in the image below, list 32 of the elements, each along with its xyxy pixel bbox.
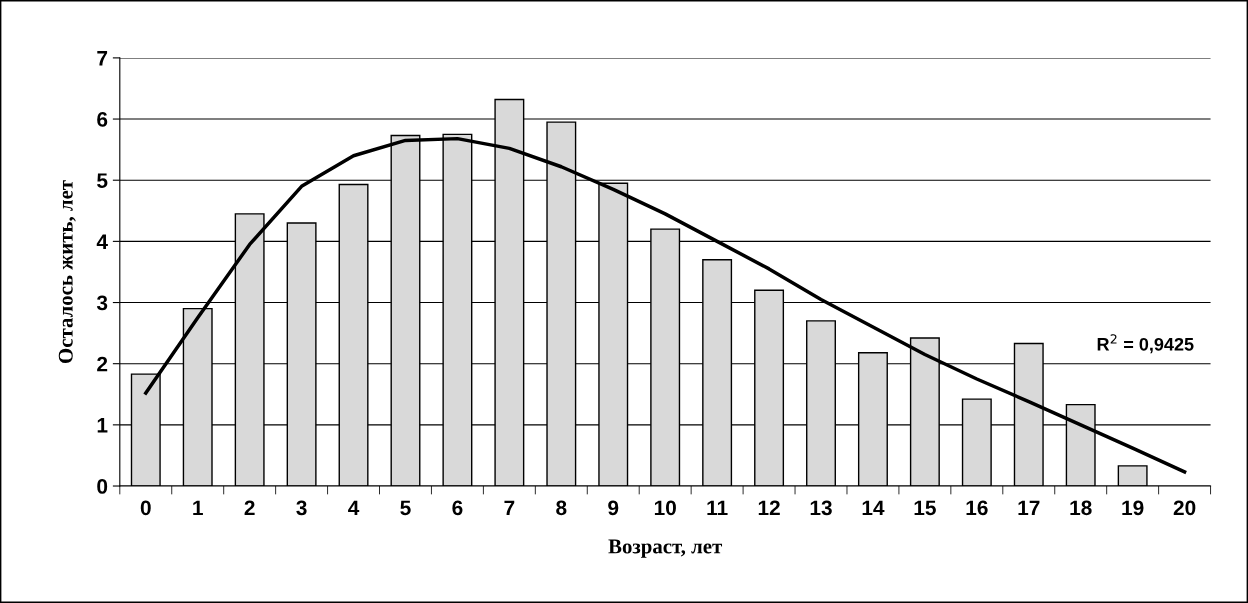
x-tick-label: 15 (914, 500, 936, 516)
x-tick-label: 19 (1122, 500, 1144, 516)
x-tick-label: 9 (608, 500, 619, 516)
x-tick-label: 14 (862, 500, 885, 515)
y-tick-label: 7 (97, 51, 108, 66)
y-axis-title: Осталось жить, лет (58, 180, 76, 363)
x-tick-label: 20 (1173, 500, 1196, 516)
x-tick-label: 1 (193, 500, 203, 515)
x-tick-label: 2 (244, 500, 255, 515)
x-tick-label: 6 (452, 500, 463, 516)
y-tick-label: 0 (97, 479, 108, 494)
y-tick-label: 4 (96, 234, 108, 249)
x-tick-label: 10 (654, 500, 676, 516)
x-tick-label: 16 (966, 500, 988, 516)
x-tick-label: 18 (1070, 500, 1092, 516)
x-tick-label: 8 (556, 500, 567, 516)
x-tick-label: 7 (504, 500, 515, 515)
x-tick-label: 5 (400, 500, 411, 516)
y-tick-label: 1 (97, 418, 108, 433)
x-tick-label: 12 (758, 500, 780, 515)
x-tick-label: 11 (707, 500, 728, 515)
x-tick-label: 4 (348, 500, 360, 515)
x-tick-label: 13 (810, 500, 832, 516)
x-axis-title: Возраст, лет (608, 539, 723, 558)
y-tick-label: 5 (97, 173, 108, 188)
x-tick-label: 3 (296, 500, 307, 516)
y-tick-label: 6 (97, 112, 108, 127)
x-tick-label: 0 (140, 500, 151, 516)
y-tick-label: 2 (97, 356, 108, 372)
annotation: R$^{2}$ = 0,9425 (1097, 334, 1194, 354)
x-tick-label: 17 (1018, 500, 1040, 515)
y-tick-label: 3 (96, 295, 108, 311)
